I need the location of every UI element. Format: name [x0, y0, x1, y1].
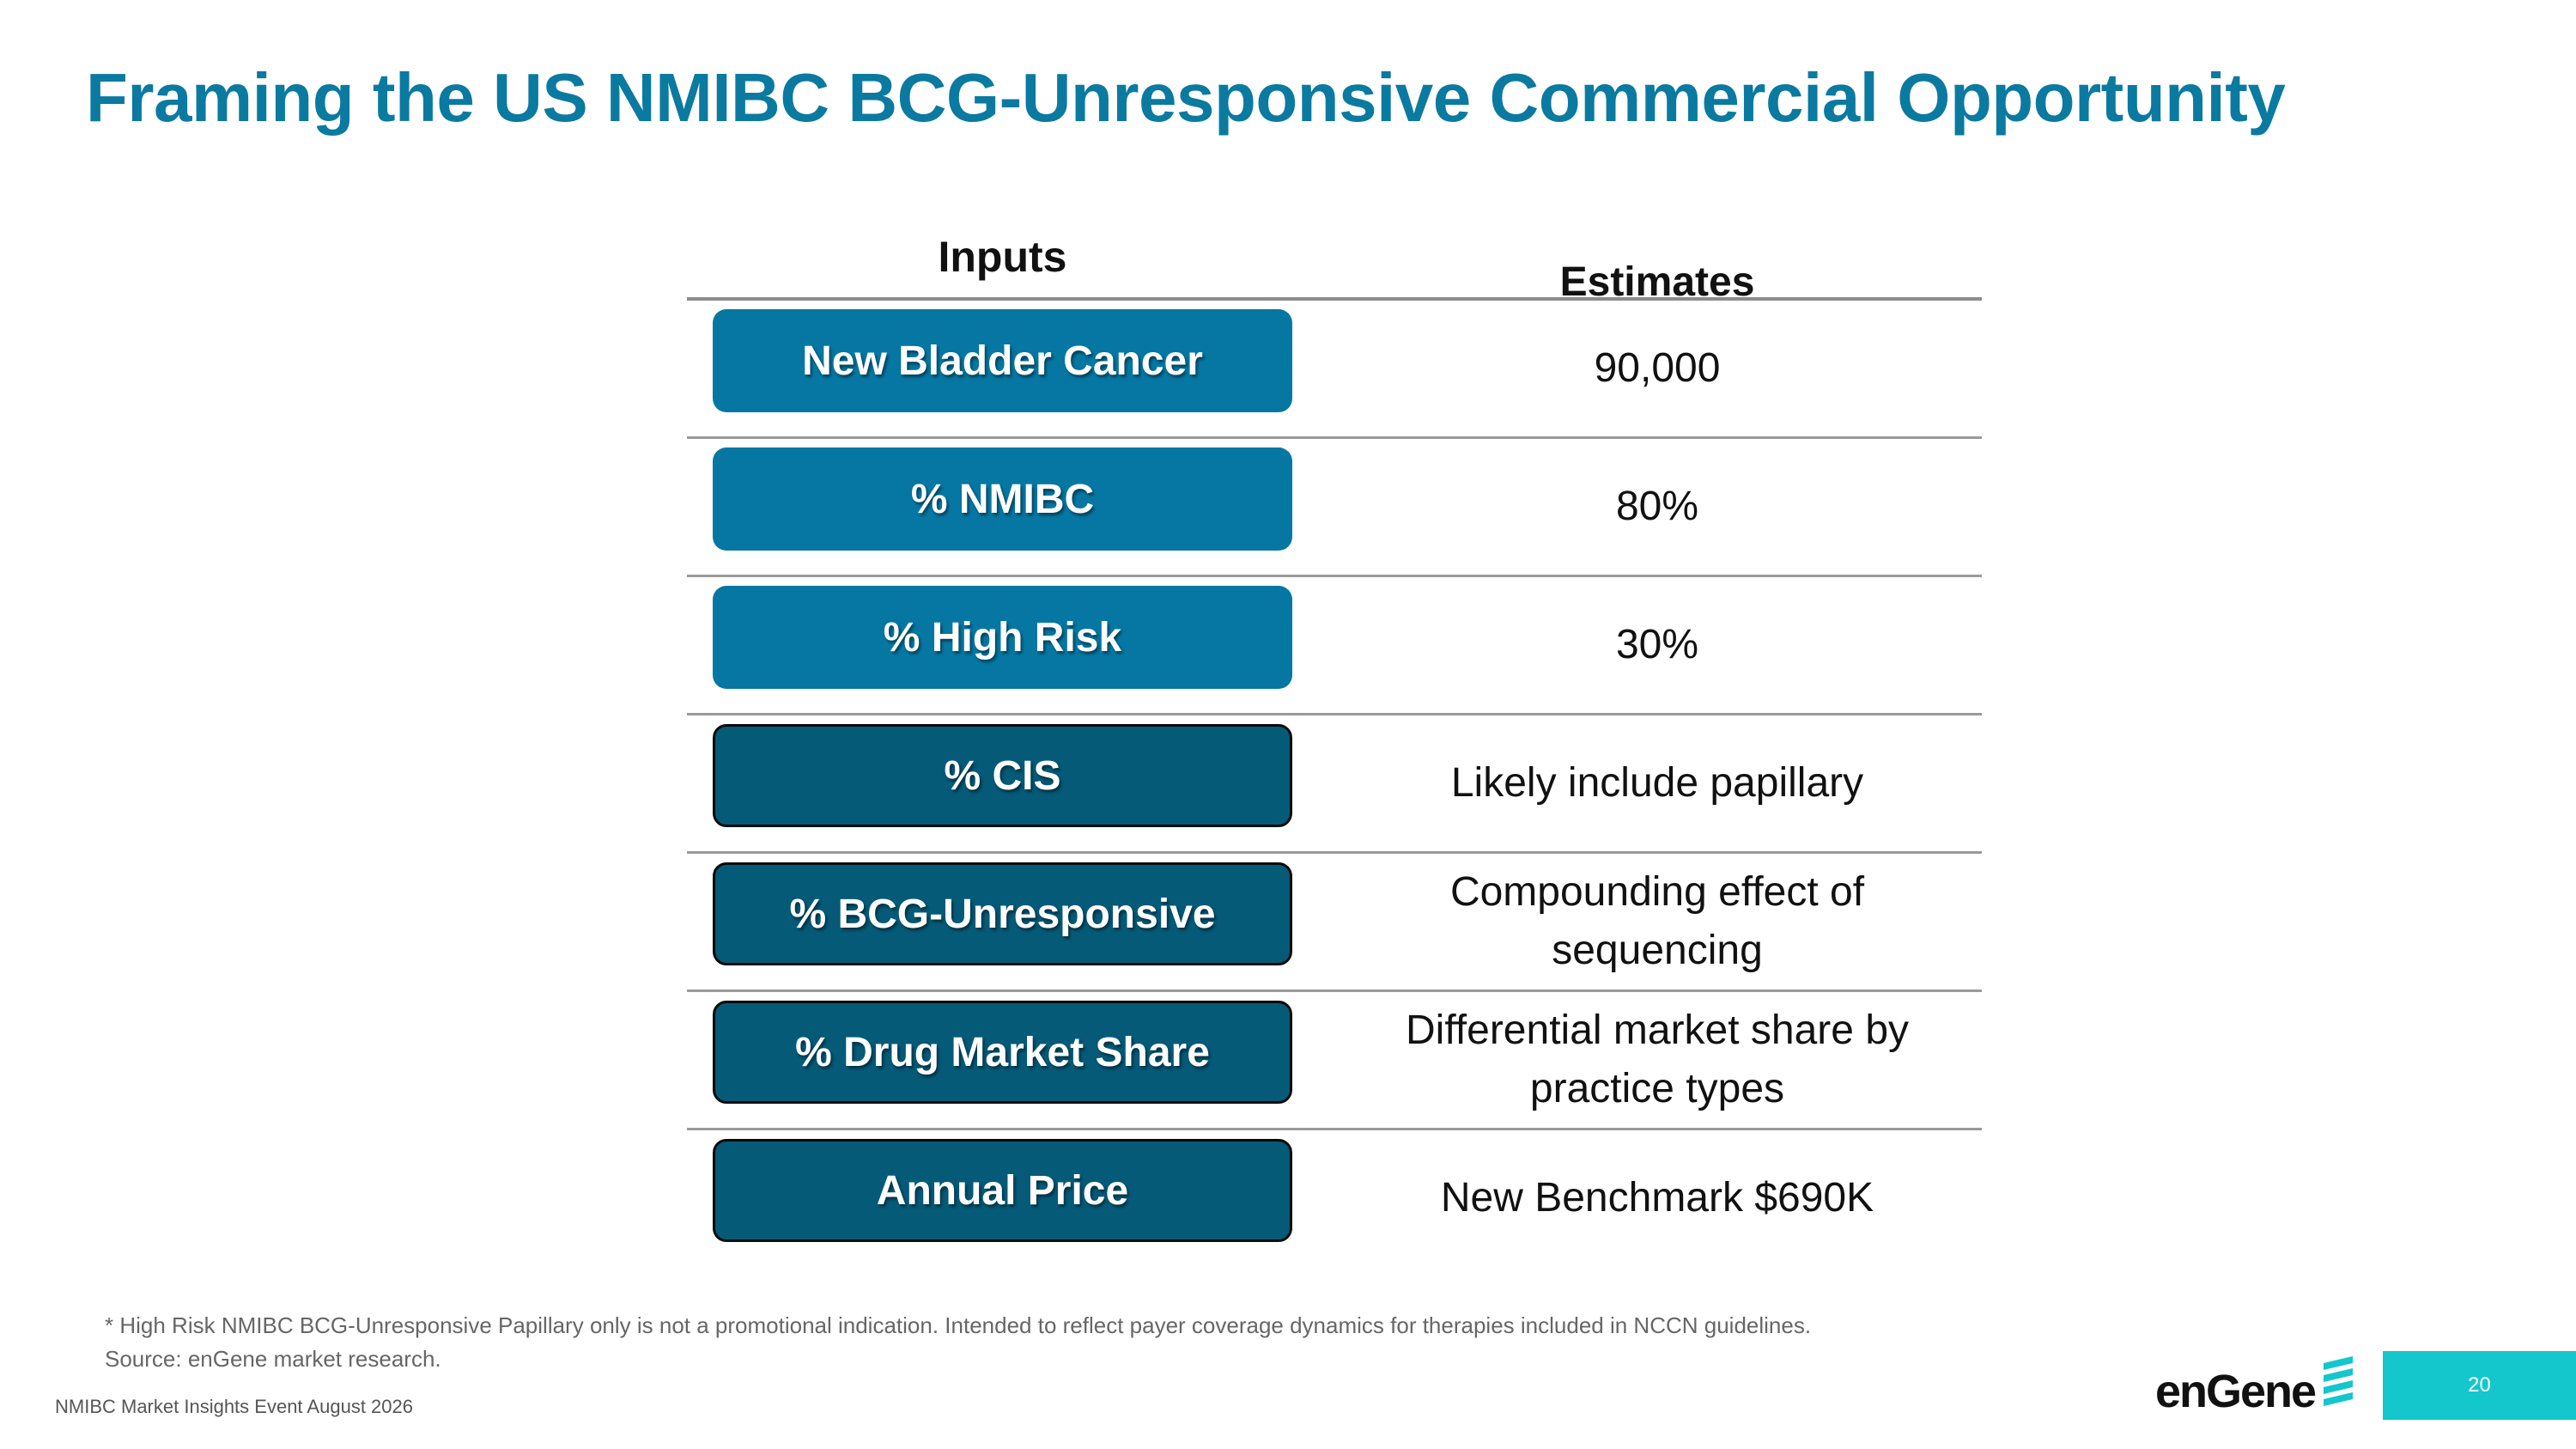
table-row: Annual Price New Benchmark $690K [687, 1130, 1982, 1266]
estimate-value: 30% [1615, 622, 1699, 667]
input-pill-new-bladder-cancer: New Bladder Cancer [713, 309, 1292, 412]
estimate-value: Likely include papillary [1450, 760, 1864, 806]
table-header: Inputs Estimates [687, 215, 1982, 305]
input-pill-bcg-unresponsive: % BCG-Unresponsive [713, 862, 1292, 965]
logo-stripes-icon [2324, 1356, 2353, 1406]
table-row: % High Risk 30% [687, 577, 1982, 715]
input-pill-high-risk: % High Risk [713, 586, 1292, 689]
estimate-value: New Benchmark $690K [1440, 1175, 1874, 1221]
input-pill-nmibc: % NMIBC [713, 447, 1292, 551]
estimate-value: Differential market share by practice ty… [1405, 1008, 1910, 1111]
inputs-estimates-table: Inputs Estimates New Bladder Cancer 90,0… [687, 215, 1982, 1266]
estimate-value: Compounding effect of sequencing [1449, 869, 1865, 973]
estimates-column-header: Estimates [1559, 259, 1755, 305]
estimate-value: 80% [1615, 484, 1699, 529]
table-row: % NMIBC 80% [687, 439, 1982, 577]
input-pill-drug-market-share: % Drug Market Share [713, 1001, 1292, 1104]
event-label: NMIBC Market Insights Event August 2026 [55, 1396, 413, 1417]
inputs-column-header: Inputs [938, 233, 1067, 281]
estimate-value: 90,000 [1594, 345, 1721, 391]
footnote-disclaimer: * High Risk NMIBC BCG-Unresponsive Papil… [105, 1312, 1812, 1338]
logo-wordmark: enGene [2155, 1366, 2317, 1417]
page-number-badge: 20 [2383, 1351, 2576, 1420]
footnote: * High Risk NMIBC BCG-Unresponsive Papil… [105, 1309, 1811, 1376]
slide-title: Framing the US NMIBC BCG-Unresponsive Co… [86, 59, 2286, 136]
table-row: New Bladder Cancer 90,000 [687, 301, 1982, 439]
engene-logo: enGene [2155, 1353, 2361, 1422]
table-row: % BCG-Unresponsive Compounding effect of… [687, 854, 1982, 992]
footnote-source: Source: enGene market research. [105, 1346, 441, 1372]
table-row: % Drug Market Share Differential market … [687, 992, 1982, 1130]
table-row: % CIS Likely include papillary [687, 715, 1982, 854]
input-pill-cis: % CIS [713, 724, 1292, 827]
input-pill-annual-price: Annual Price [713, 1139, 1292, 1242]
